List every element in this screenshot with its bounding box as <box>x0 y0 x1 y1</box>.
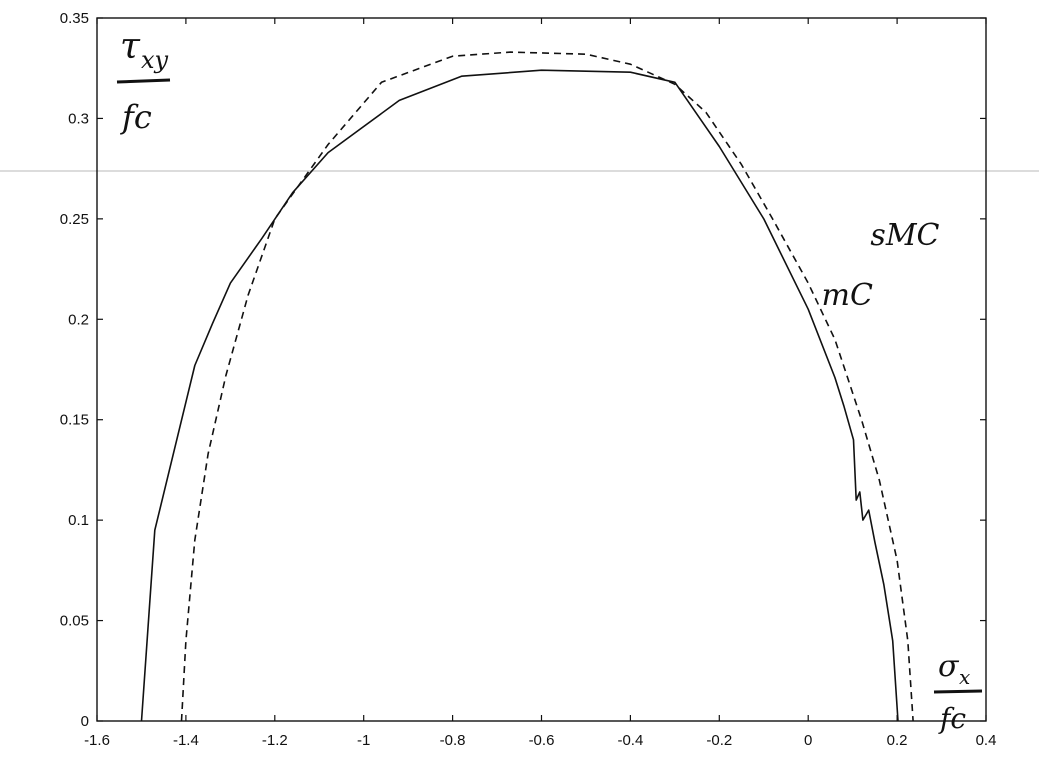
y-tick-label: 0.35 <box>60 10 89 27</box>
series-annotation-smc: sMC <box>870 218 939 253</box>
x-tick-label: -1.4 <box>173 732 199 749</box>
x-axis-label-sub: x <box>959 665 970 689</box>
y-axis-label-denominator: fc <box>120 98 152 136</box>
y-axis-label-main: τ <box>120 26 141 67</box>
series-annotation-mc: mC <box>822 278 873 313</box>
x-tick-label: 0.4 <box>976 732 997 749</box>
x-axis-label: σ x fc <box>933 649 983 735</box>
y-tick-label: 0.2 <box>68 311 89 328</box>
x-axis-label-main: σ <box>938 649 960 684</box>
y-tick-label: 0.1 <box>68 512 89 529</box>
y-tick-label: 0.05 <box>60 613 89 630</box>
x-tick-label: -0.2 <box>706 732 732 749</box>
x-tick-label: -0.6 <box>529 732 555 749</box>
y-tick-label: 0.3 <box>68 110 89 127</box>
series-line-smc <box>180 51 914 722</box>
series-line-mc <box>140 69 899 722</box>
y-axis-label: τ xy fc <box>116 26 171 136</box>
y-tick-label: 0 <box>81 713 89 730</box>
x-axis-label-fraction-bar <box>933 689 983 694</box>
x-tick-label: -1.6 <box>84 732 110 749</box>
x-axis-label-denominator: fc <box>938 702 966 735</box>
x-tick-label: -0.4 <box>617 732 643 749</box>
annotation-layer: sMC mC <box>822 218 940 313</box>
y-axis-label-sub: xy <box>141 46 169 74</box>
y-axis-ticks: 0 0.05 0.1 0.15 0.2 0.25 0.3 0.35 <box>60 10 986 730</box>
plot-frame <box>96 17 987 722</box>
x-tick-label: -1.2 <box>262 732 288 749</box>
series-layer <box>140 51 914 722</box>
x-axis-ticks: -1.6 -1.4 -1.2 -1 -0.8 -0.6 -0.4 -0.2 0 0.2 0.4 <box>84 18 996 749</box>
x-tick-label: 0 <box>804 732 812 749</box>
y-axis-label-fraction-bar <box>116 78 171 84</box>
x-tick-label: -0.8 <box>440 732 466 749</box>
y-tick-label: 0.25 <box>60 211 89 228</box>
y-tick-label: 0.15 <box>60 412 89 429</box>
x-tick-label: -1 <box>357 732 370 749</box>
x-tick-label: 0.2 <box>887 732 908 749</box>
